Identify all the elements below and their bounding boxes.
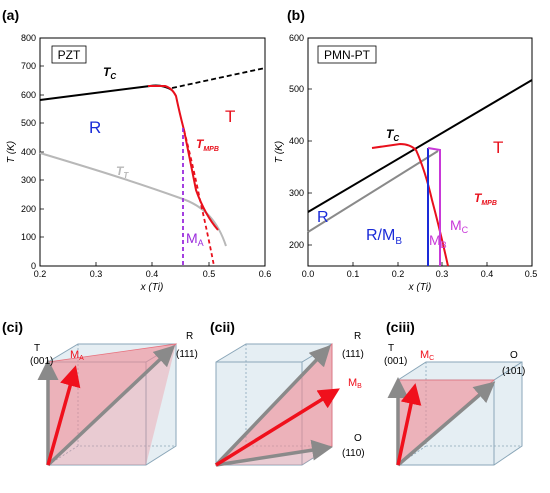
panel-cii-mb-arrow [215, 388, 340, 467]
panel-a-tt-curve [39, 152, 227, 247]
panel-a-phase-t: T [225, 107, 235, 126]
panel-cii-o-arrow [215, 439, 333, 467]
panel-a-ytick-600: 600 [21, 90, 36, 100]
panel-b-rmb-boundary [307, 150, 439, 233]
panel-ciii-o-dir: (101) [502, 366, 525, 377]
panel-a-ytick-300: 300 [21, 175, 36, 185]
panel-a-ytick-200: 200 [21, 204, 36, 214]
panel-b-tc-label: TC [386, 127, 399, 143]
panel-ciii-t-label: T [388, 343, 394, 354]
panel-a-xticks: 0.2 0.3 0.4 0.5 0.6 [34, 262, 272, 279]
panel-ci-label: (ci) [2, 319, 23, 335]
panel-a: (a) 800 700 600 500 400 300 200 100 0 0.… [2, 7, 271, 293]
panel-ciii-o-label: O [510, 350, 518, 361]
panel-a-tmpb-curve [148, 85, 219, 231]
panel-ci-ma-label: MA [70, 349, 84, 362]
panel-cii-o-label: O [354, 433, 362, 444]
panel-b-mc-label: MC [450, 217, 469, 235]
panel-b-ytick-300: 300 [289, 188, 304, 198]
panel-b-xlabel: x (Ti) [408, 282, 432, 293]
panel-cii: (cii) R (111) MB O (110) [210, 319, 365, 467]
panel-a-xtick-0.5: 0.5 [203, 269, 216, 279]
panel-a-ytick-700: 700 [21, 61, 36, 71]
panel-b-xtick-0.3: 0.3 [436, 269, 449, 279]
panel-a-ytick-100: 100 [21, 232, 36, 242]
panel-ci: (ci) T (001) MA R (111) [2, 319, 198, 467]
panel-cii-label: (cii) [210, 319, 235, 335]
panel-cii-r-label: R [354, 331, 361, 342]
panel-b-xtick-0.2: 0.2 [392, 269, 405, 279]
panel-a-tc-curve [39, 84, 173, 101]
panel-cii-r-arrow [214, 344, 331, 467]
panel-a-xtick-0.6: 0.6 [259, 269, 272, 279]
panel-ciii-mc-arrow [396, 383, 422, 466]
panel-b-yticks: 600 500 400 300 200 [289, 33, 312, 250]
panel-a-tt-label: TT [116, 164, 129, 180]
panel-a-tmpb-label: TMPB [196, 137, 219, 153]
panel-ciii-mc-label: MC [420, 349, 434, 362]
panel-a-tmpb-dashed [183, 129, 215, 267]
panel-ci-r-arrow [46, 345, 176, 467]
panel-b-xtick-0.5: 0.5 [525, 269, 538, 279]
panel-ciii-o-arrow [396, 381, 496, 467]
panel-b-ytick-500: 500 [289, 84, 304, 94]
panel-a-axes-frame [39, 37, 266, 267]
panel-ci-t-label: T [34, 343, 40, 354]
panel-a-tc-extension [171, 67, 266, 89]
panel-a-yticks: 800 700 600 500 400 300 200 100 0 [21, 33, 44, 271]
panel-b-ytick-400: 400 [289, 136, 304, 146]
panel-b-mb-label: MB [429, 232, 447, 250]
panel-b-ytick-600: 600 [289, 33, 304, 43]
panel-a-title: PZT [58, 48, 81, 62]
panel-b-ylabel: T (K) [274, 141, 285, 163]
panel-cii-o-dir: (110) [342, 448, 365, 459]
panel-b-phase-rmb: R/MB [366, 227, 402, 247]
panel-b-tmpb-label: TMPB [474, 191, 497, 207]
panel-b-mc-boundary [427, 147, 441, 266]
panel-ciii-t-dir: (001) [384, 356, 407, 367]
panel-b-label: (b) [287, 7, 305, 23]
panel-b-title-box [317, 45, 377, 64]
panel-b: (b) 600 500 400 300 200 0.0 0.1 0.2 0.3 … [274, 7, 537, 293]
panel-b-xtick-0.4: 0.4 [481, 269, 494, 279]
panel-a-ylabel: T (K) [6, 141, 17, 163]
panel-a-xtick-0.3: 0.3 [90, 269, 103, 279]
panel-cii-mb-label: MB [348, 377, 362, 390]
panel-b-axes-frame [307, 37, 533, 267]
panel-a-ytick-800: 800 [21, 33, 36, 43]
panel-cii-r-dir: (111) [342, 349, 364, 360]
panel-a-ytick-500: 500 [21, 118, 36, 128]
panel-b-tc-curve [307, 79, 533, 213]
panel-a-ytick-400: 400 [21, 147, 36, 157]
panel-b-xticks: 0.0 0.1 0.2 0.3 0.4 0.5 [302, 262, 538, 279]
panel-b-xtick-0.0: 0.0 [302, 269, 315, 279]
panel-ci-r-label: R [186, 331, 193, 342]
panel-ci-ma-arrow [46, 365, 81, 466]
panel-b-phase-t: T [493, 138, 503, 157]
panel-b-phase-r: R [317, 209, 329, 226]
panel-ciii-label: (ciii) [386, 319, 415, 335]
panel-a-xlabel: x (Ti) [140, 282, 164, 293]
panel-a-xtick-0.4: 0.4 [146, 269, 159, 279]
panel-b-xtick-0.1: 0.1 [347, 269, 360, 279]
panel-a-phase-r: R [89, 118, 101, 137]
panel-ci-r-dir: (111) [176, 349, 198, 360]
panel-b-ytick-200: 200 [289, 240, 304, 250]
panel-a-ma-label: MA [186, 230, 204, 248]
panel-a-title-box [51, 45, 87, 64]
panel-a-ytick-0: 0 [31, 261, 36, 271]
panel-a-tc-label: TC [103, 65, 116, 81]
panel-b-title: PMN-PT [324, 48, 371, 62]
panel-ciii: (ciii) T (001) MC O (101) [384, 319, 525, 467]
panel-a-label: (a) [2, 7, 19, 23]
panel-a-xtick-0.2: 0.2 [34, 269, 47, 279]
panel-ci-t-dir: (001) [30, 356, 53, 367]
